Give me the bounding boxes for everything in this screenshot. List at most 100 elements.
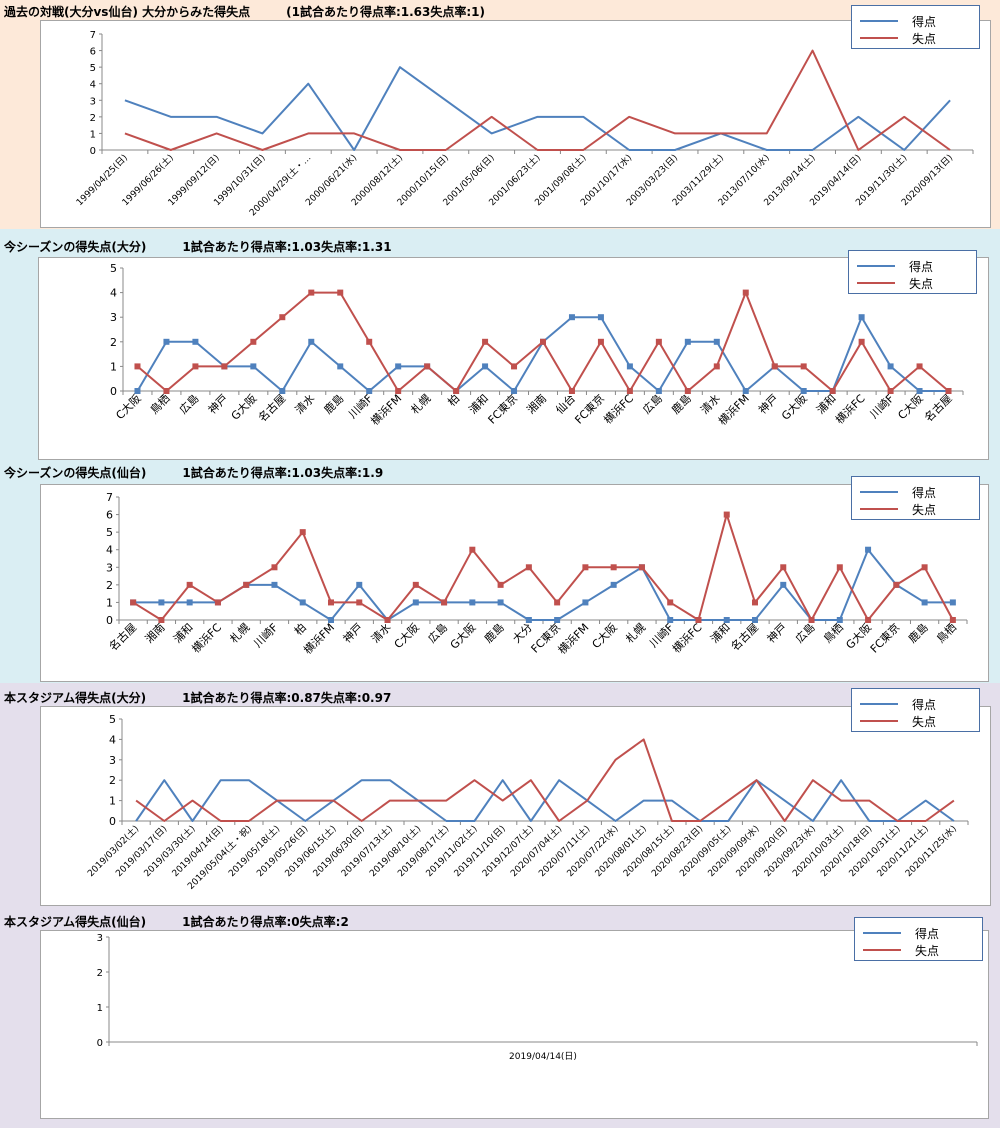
y-tick-label: 6	[106, 509, 113, 522]
y-tick-label: 2	[106, 579, 113, 592]
legend-label-loss: 失点	[909, 276, 934, 291]
x-tick-label: 横浜FC	[601, 391, 637, 427]
data-point-loss	[582, 564, 589, 571]
panel-rate-text: 1試合あたり得点率:1.03失点率:1.31	[182, 240, 392, 254]
chart-svg: 0 1 2 3 2019/04/14(日)	[97, 933, 978, 1062]
data-point-gain	[158, 599, 165, 606]
data-point-gain	[250, 363, 257, 370]
data-point-gain	[271, 581, 278, 588]
data-point-loss	[554, 599, 561, 606]
data-point-gain	[482, 363, 489, 370]
panel-title-stadium-oita: 本スタジアム得失点(大分) 1試合あたり得点率:0.87失点率:0.97	[4, 689, 391, 706]
legend-stadium-oita: 得点 失点	[851, 688, 980, 732]
x-tick-label: 神戸	[205, 391, 230, 416]
x-tick-label: G大阪	[447, 620, 478, 651]
x-tick-label: 2019/11/10(日)	[452, 823, 508, 879]
y-tick-label: 4	[90, 80, 96, 91]
x-tick-label: 広島	[425, 620, 450, 645]
legend-swatch-gain	[860, 20, 898, 22]
x-tick-label: 名古屋	[728, 620, 761, 653]
chart-svg: 012345671999/04/25(日)1999/06/26(土)1999/0…	[74, 30, 974, 218]
x-tick-label: 2020/10/18(日)	[819, 823, 875, 879]
panel-title-history: 過去の対戦(大分vs仙台) 大分からみた得失点 (1試合あたり得点率:1.63失点…	[4, 3, 485, 20]
data-point-loss	[384, 617, 391, 623]
panel-title-text: 今シーズンの得失点(仙台)	[4, 466, 147, 480]
y-tick-label: 5	[106, 526, 113, 539]
data-point-gain	[308, 338, 315, 345]
data-point-gain	[752, 617, 758, 623]
series-line-gain	[136, 316, 949, 392]
y-tick-label: 3	[109, 754, 116, 767]
data-point-gain	[568, 314, 575, 321]
x-tick-label: G大阪	[778, 391, 809, 422]
legend-season-oita: 得点 失点	[848, 250, 977, 294]
y-tick-label: 1	[106, 596, 113, 609]
x-tick-label: 大分	[510, 620, 535, 645]
data-point-gain	[192, 338, 199, 345]
legend-swatch-loss	[860, 720, 898, 722]
data-point-gain	[949, 599, 956, 606]
y-tick-label: 5	[110, 262, 117, 275]
x-tick-label: 横浜FM	[368, 391, 405, 428]
x-tick-label: C大阪	[589, 620, 620, 651]
y-tick-label: 6	[90, 47, 96, 58]
data-point-gain	[554, 617, 561, 623]
legend-swatch-loss	[860, 37, 898, 39]
x-tick-label: 横浜FM	[300, 620, 337, 657]
data-point-gain	[469, 599, 476, 606]
data-point-loss	[808, 617, 815, 623]
y-tick-label: 3	[106, 561, 113, 574]
legend-label-loss: 失点	[915, 943, 940, 958]
chart-svg: 0123452019/03/02(土)2019/03/17(日)2019/03/…	[85, 713, 969, 892]
data-point-gain	[865, 546, 872, 553]
data-point-gain	[186, 599, 193, 606]
data-point-loss	[271, 564, 278, 571]
y-tick-label: 7	[106, 491, 113, 504]
data-point-gain	[163, 338, 170, 345]
data-point-loss	[497, 581, 504, 588]
data-point-loss	[366, 338, 373, 345]
data-point-loss	[800, 363, 807, 370]
x-tick-label: 鹿島	[668, 391, 693, 416]
x-tick-label: 2020/08/23(日)	[649, 823, 705, 879]
y-tick-label: 2	[97, 968, 103, 979]
x-tick-label: 鹿島	[481, 620, 506, 645]
x-tick-label: 2019/06/30(日)	[311, 823, 367, 879]
legend-label-gain: 得点	[912, 14, 937, 29]
x-tick-label: 横浜FC	[189, 620, 225, 656]
legend-swatch-gain	[860, 491, 898, 493]
x-tick-label: 2019/03/02(土)	[85, 823, 142, 880]
data-point-gain	[916, 388, 923, 394]
x-tick-label: G大阪	[228, 391, 259, 422]
legend-label-loss: 失点	[912, 714, 937, 729]
legend-swatch-gain	[863, 932, 901, 934]
data-point-loss	[771, 363, 778, 370]
data-point-loss	[568, 388, 575, 394]
legend-stadium-sendai: 得点 失点	[854, 917, 983, 961]
legend-label-loss: 失点	[912, 31, 937, 46]
data-point-loss	[130, 599, 137, 606]
data-point-gain	[497, 599, 504, 606]
data-point-loss	[482, 338, 489, 345]
data-point-gain	[134, 388, 141, 394]
series-line-loss	[135, 738, 955, 822]
data-point-gain	[337, 363, 344, 370]
data-point-gain	[887, 363, 894, 370]
y-tick-label: 1	[110, 360, 117, 373]
panel-title-season-oita: 今シーズンの得失点(大分) 1試合あたり得点率:1.03失点率:1.31	[4, 238, 392, 255]
data-point-loss	[887, 388, 894, 394]
x-tick-label: 川崎F	[251, 620, 281, 650]
x-tick-label: 名古屋	[921, 391, 954, 424]
legend-swatch-loss	[860, 508, 898, 510]
legend-swatch-gain	[860, 703, 898, 705]
data-point-loss	[893, 581, 900, 588]
x-tick-label: 2019/05/26(日)	[255, 823, 311, 879]
y-tick-label: 0	[109, 815, 116, 828]
panel-title-text: 本スタジアム得失点(大分)	[4, 691, 147, 705]
x-tick-label: 浦和	[171, 621, 196, 646]
data-point-loss	[836, 564, 843, 571]
data-point-gain	[667, 617, 674, 623]
x-tick-label: 神戸	[755, 391, 780, 416]
x-tick-label: 川崎F	[867, 391, 897, 421]
